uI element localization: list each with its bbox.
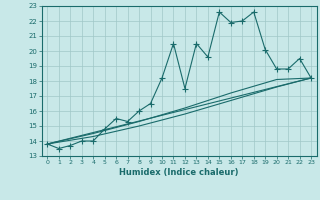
X-axis label: Humidex (Indice chaleur): Humidex (Indice chaleur) (119, 168, 239, 177)
